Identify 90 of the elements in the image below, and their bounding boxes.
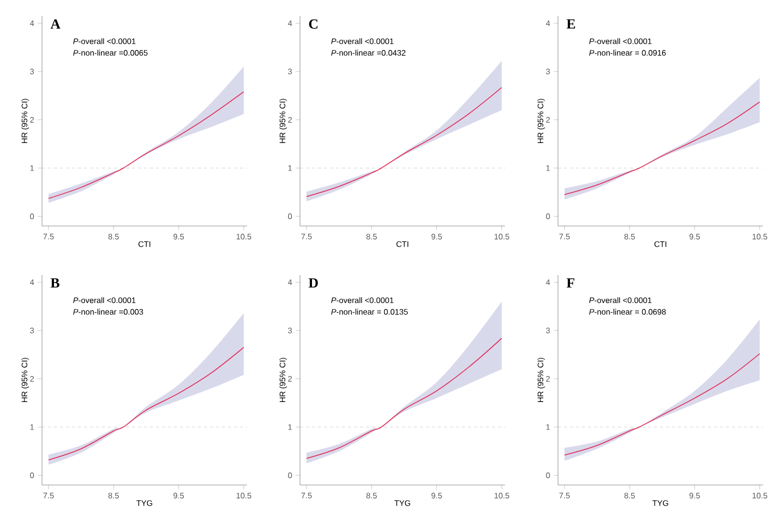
chart-title: C (309, 19, 318, 29)
line-series (306, 338, 502, 459)
x-tick-label: 10.5 (236, 234, 252, 240)
x-tick-label: 7.5 (559, 234, 570, 240)
x-axis-title: TYG (394, 500, 410, 506)
chart-title: E (566, 19, 576, 29)
annotation: P-overall <0.0001 (73, 38, 136, 44)
x-tick-label: 8.5 (624, 234, 635, 240)
y-tick-label: 1 (30, 165, 34, 171)
y-axis-title: HR (95% CI) (279, 358, 287, 402)
x-axis-title: TYG (652, 500, 668, 506)
y-tick-label: 1 (288, 165, 292, 171)
y-tick-label: 0 (288, 472, 292, 478)
y-tick-label: 4 (288, 279, 292, 285)
y-tick-label: 4 (546, 20, 550, 26)
x-tick-label: 7.5 (43, 234, 54, 240)
x-tick-label: 9.5 (689, 492, 700, 498)
y-tick-label: 3 (30, 68, 34, 74)
y-tick-label: 4 (288, 20, 292, 26)
y-axis-title: HR (95% CI) (537, 358, 545, 402)
x-axis-title: CTI (396, 241, 408, 247)
y-tick-label: 4 (30, 20, 34, 26)
annotation: P-overall <0.0001 (331, 297, 394, 304)
y-axis-title: HR (95% CI) (21, 98, 29, 143)
y-tick-label: 3 (546, 68, 550, 74)
annotation: P-overall <0.0001 (73, 297, 136, 304)
x-tick-label: 9.5 (173, 492, 184, 498)
annotation: P-overall <0.0001 (589, 297, 652, 304)
x-tick-label: 10.5 (752, 234, 768, 240)
y-tick-label: 0 (546, 472, 550, 478)
x-tick-label: 9.5 (689, 234, 700, 240)
y-tick-label: 4 (546, 279, 550, 285)
y-tick-label: 1 (546, 165, 550, 171)
y-tick-label: 0 (30, 214, 34, 220)
x-tick-label: 10.5 (494, 234, 510, 240)
x-tick-label: 10.5 (494, 492, 510, 498)
annotation: P-non-linear =0.003 (73, 308, 144, 315)
x-tick-label: 9.5 (431, 492, 442, 498)
line-series (48, 91, 244, 199)
y-tick-label: 2 (30, 376, 34, 382)
annotation: P-non-linear = 0.0135 (331, 308, 408, 315)
annotation: P-overall <0.0001 (589, 38, 652, 44)
annotation: P-non-linear =0.0432 (331, 50, 406, 56)
annotation: P-non-linear = 0.0698 (589, 308, 666, 315)
y-tick-label: 1 (546, 424, 550, 430)
y-tick-label: 2 (288, 116, 292, 123)
line-series (564, 101, 760, 196)
chart-title: A (50, 19, 60, 29)
y-tick-label: 0 (288, 214, 292, 220)
chart-title: B (50, 278, 60, 288)
y-tick-label: 4 (30, 279, 34, 285)
y-tick-label: 2 (288, 376, 292, 382)
line-series (48, 346, 244, 460)
chart-title: D (308, 278, 318, 288)
y-tick-label: 2 (30, 116, 34, 123)
x-tick-label: 10.5 (236, 492, 252, 498)
annotation: P-non-linear = 0.0916 (589, 50, 666, 56)
x-tick-label: 7.5 (301, 234, 312, 240)
x-tick-label: 7.5 (559, 492, 570, 498)
x-axis-title: TYG (136, 500, 152, 506)
y-axis-title: HR (95% CI) (21, 358, 29, 402)
x-tick-label: 7.5 (43, 492, 54, 498)
x-axis-title: CTI (654, 241, 666, 247)
y-tick-label: 1 (30, 424, 34, 430)
y-tick-label: 3 (546, 328, 550, 334)
x-tick-label: 8.5 (108, 492, 119, 498)
x-axis-title: CTI (138, 241, 150, 247)
x-tick-label: 8.5 (366, 234, 377, 240)
line-series (306, 86, 502, 197)
y-tick-label: 3 (30, 328, 34, 334)
y-tick-label: 1 (288, 424, 292, 430)
x-tick-label: 9.5 (431, 234, 442, 240)
x-tick-label: 8.5 (366, 492, 377, 498)
y-axis-title: HR (95% CI) (537, 98, 545, 143)
x-tick-label: 8.5 (108, 234, 119, 240)
y-tick-label: 3 (288, 68, 292, 74)
x-tick-label: 10.5 (752, 492, 768, 498)
chart-title: F (566, 278, 574, 288)
x-tick-label: 7.5 (301, 492, 312, 498)
annotation: P-non-linear =0.0065 (73, 50, 148, 56)
y-axis-title: HR (95% CI) (279, 98, 287, 143)
y-tick-label: 0 (30, 472, 34, 478)
x-tick-label: 8.5 (624, 492, 635, 498)
x-tick-label: 9.5 (173, 234, 184, 240)
y-tick-label: 2 (546, 376, 550, 382)
y-tick-label: 3 (288, 328, 292, 334)
y-tick-label: 2 (546, 116, 550, 123)
line-series (564, 353, 760, 456)
y-tick-label: 0 (546, 214, 550, 220)
annotation: P-overall <0.0001 (331, 38, 394, 44)
